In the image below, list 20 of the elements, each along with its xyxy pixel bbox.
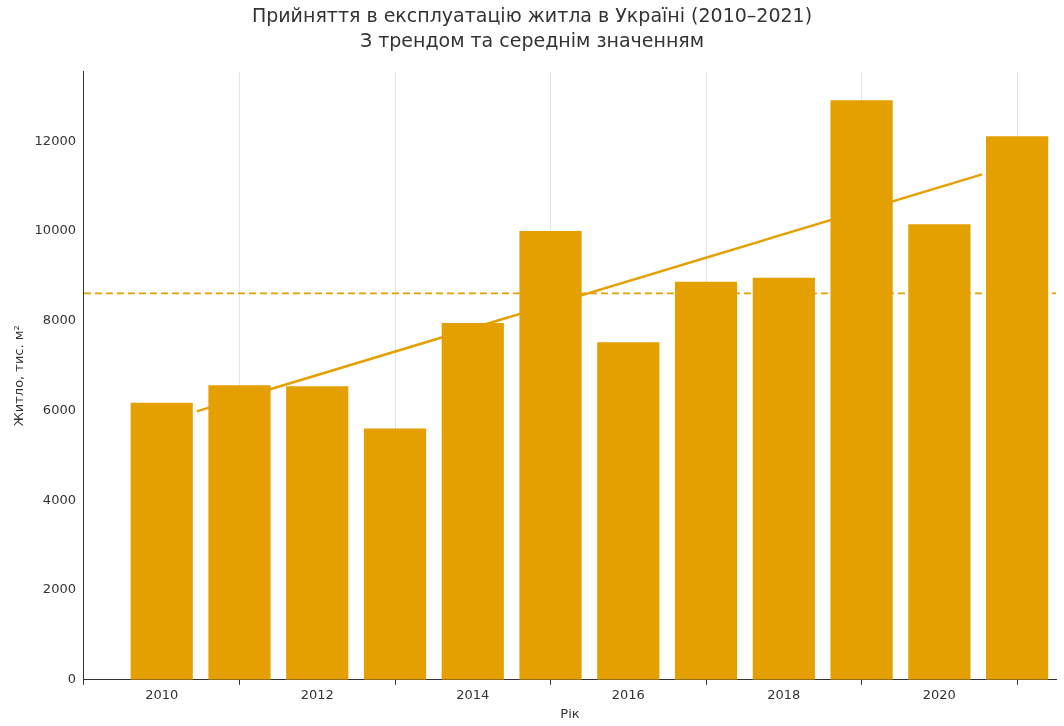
y-tick-label: 12000 (34, 132, 76, 148)
y-tick-label: 10000 (34, 222, 76, 238)
bar (363, 428, 427, 680)
x-tick-label: 2016 (611, 686, 645, 702)
bar (130, 402, 193, 680)
y-tick-label: 4000 (42, 491, 76, 507)
y-axis-title: Житло, тис. м² (11, 325, 27, 427)
y-tick-label: 6000 (42, 401, 76, 417)
chart-subtitle: З трендом та середнім значенням (359, 29, 705, 52)
bar (597, 342, 660, 680)
x-tick-label: 2014 (456, 686, 490, 702)
x-axis-title: Рік (560, 705, 580, 721)
x-tick-label: 2012 (300, 686, 334, 702)
chart-title: Прийняття в експлуатацію житла в Україні (2010–2021) (251, 4, 813, 27)
y-tick-label: 0 (67, 671, 76, 687)
y-tick-label: 8000 (42, 312, 76, 328)
x-tick-label: 2010 (145, 686, 179, 702)
x-tick-label: 2020 (922, 686, 956, 702)
x-tick-label: 2018 (767, 686, 801, 702)
y-tick-label: 2000 (42, 581, 76, 597)
